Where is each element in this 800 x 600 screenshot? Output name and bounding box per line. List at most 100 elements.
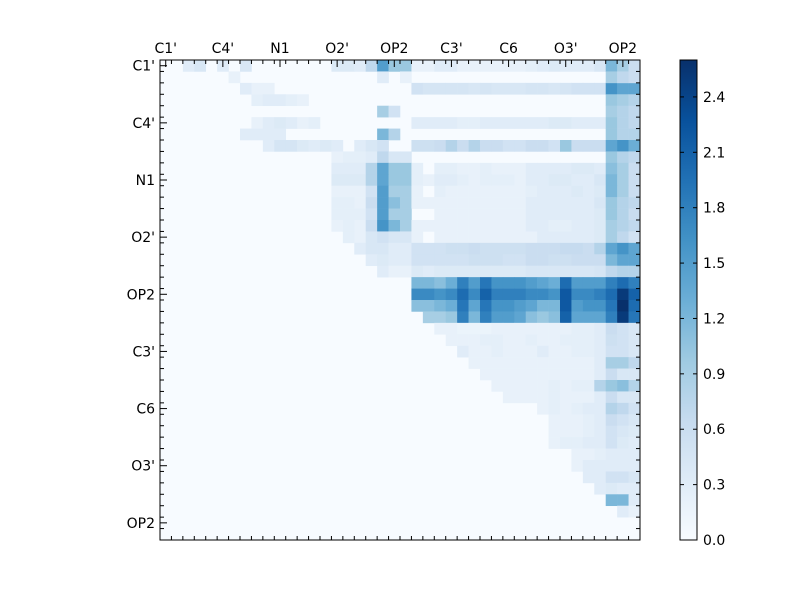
heatmap-cell	[491, 208, 504, 221]
heatmap-cell	[548, 277, 561, 289]
heatmap-cell	[560, 220, 572, 232]
heatmap-cell	[525, 311, 538, 324]
heatmap-cell	[457, 185, 469, 198]
heatmap-cell	[537, 265, 549, 278]
heatmap-cell	[628, 151, 641, 164]
heatmap-cell	[594, 277, 607, 289]
heatmap-cell	[480, 265, 492, 278]
heatmap-cell	[468, 265, 481, 278]
y-tick-label: C6	[136, 402, 155, 418]
heatmap-cell	[331, 220, 344, 232]
heatmap-cell	[285, 117, 298, 129]
heatmap-cell	[422, 300, 435, 312]
heatmap-cell	[377, 185, 389, 198]
heatmap-cell	[262, 140, 275, 152]
heatmap-cell	[548, 300, 561, 312]
heatmap-cell	[560, 254, 572, 267]
heatmap-cell	[582, 174, 595, 187]
heatmap-cell	[308, 117, 321, 129]
heatmap-cell	[491, 300, 504, 312]
heatmap-cell	[582, 437, 595, 449]
heatmap-cell	[468, 174, 481, 187]
heatmap-cell	[445, 254, 458, 267]
heatmap-cell	[388, 151, 401, 164]
y-tick-label: OP2	[127, 516, 155, 532]
heatmap-cell	[525, 82, 538, 95]
heatmap-cell	[560, 197, 572, 209]
heatmap-cell	[605, 391, 618, 404]
heatmap-cell	[617, 437, 629, 449]
heatmap-cell	[457, 265, 469, 278]
heatmap-cell	[537, 60, 549, 72]
colorbar-tick-label: 1.2	[703, 311, 725, 327]
heatmap-cell	[457, 60, 469, 72]
heatmap-cell	[491, 197, 504, 209]
heatmap-cell	[457, 208, 469, 221]
heatmap-cell	[617, 505, 629, 518]
heatmap-cell	[594, 460, 607, 472]
heatmap-cell	[548, 231, 561, 244]
heatmap-cell	[605, 185, 618, 198]
heatmap-cell	[514, 345, 527, 358]
heatmap-cell	[628, 322, 641, 335]
heatmap-cell	[628, 231, 641, 244]
heatmap-cell	[434, 140, 447, 152]
heatmap-cell	[297, 94, 309, 107]
heatmap-cell	[514, 288, 527, 301]
heatmap-cell	[560, 414, 572, 427]
heatmap-cell	[525, 117, 538, 129]
heatmap-cell	[628, 242, 641, 255]
heatmap-cell	[525, 174, 538, 187]
heatmap-cell	[400, 151, 412, 164]
heatmap-cell	[617, 197, 629, 209]
heatmap-cell	[628, 391, 641, 404]
heatmap-cell	[422, 265, 435, 278]
colorbar-tick-label: 2.1	[703, 145, 725, 161]
heatmap-cell	[548, 357, 561, 369]
heatmap-cell	[605, 265, 618, 278]
heatmap-cell	[582, 311, 595, 324]
heatmap-cell	[605, 311, 618, 324]
heatmap-cell	[468, 231, 481, 244]
heatmap-cell	[400, 174, 412, 187]
heatmap-cell	[502, 288, 515, 301]
heatmap-cell	[594, 60, 607, 72]
heatmap-cell	[262, 82, 275, 95]
heatmap-cell	[537, 220, 549, 232]
heatmap-cell	[480, 322, 492, 335]
x-tick-label: N1	[270, 41, 289, 57]
heatmap-cell	[571, 391, 584, 404]
heatmap-cell	[571, 311, 584, 324]
heatmap-cell	[434, 322, 447, 335]
heatmap-cell	[548, 288, 561, 301]
heatmap-cell	[514, 140, 527, 152]
heatmap-cell	[457, 288, 469, 301]
heatmap-cell	[560, 300, 572, 312]
heatmap-cell	[525, 242, 538, 255]
heatmap-cell	[514, 242, 527, 255]
heatmap-cell	[365, 231, 378, 244]
heatmap-cell	[445, 300, 458, 312]
heatmap-cell	[525, 231, 538, 244]
y-tick-label: OP2	[127, 287, 155, 303]
heatmap-cell	[514, 117, 527, 129]
heatmap-cell	[548, 437, 561, 449]
heatmap-cell	[628, 368, 641, 381]
heatmap-cell	[582, 380, 595, 392]
heatmap-plot-area: C1' C4' N1 O2' OP2 C3' C6 O3' OP2 C1' C4' N1 O2' OP2 C…	[127, 41, 641, 541]
heatmap-cell	[628, 265, 641, 278]
heatmap-cell	[594, 402, 607, 415]
heatmap-cell	[571, 288, 584, 301]
x-tick-label: OP2	[380, 41, 408, 57]
heatmap-cell	[548, 242, 561, 255]
heatmap-cell	[525, 345, 538, 358]
heatmap-cell	[502, 311, 515, 324]
heatmap-cell	[502, 140, 515, 152]
heatmap-cell	[560, 357, 572, 369]
heatmap-cell	[617, 185, 629, 198]
heatmap-cell	[617, 242, 629, 255]
heatmap-cell	[617, 117, 629, 129]
heatmap-cell	[537, 402, 549, 415]
heatmap-cell	[605, 380, 618, 392]
heatmap-cell	[571, 460, 584, 472]
